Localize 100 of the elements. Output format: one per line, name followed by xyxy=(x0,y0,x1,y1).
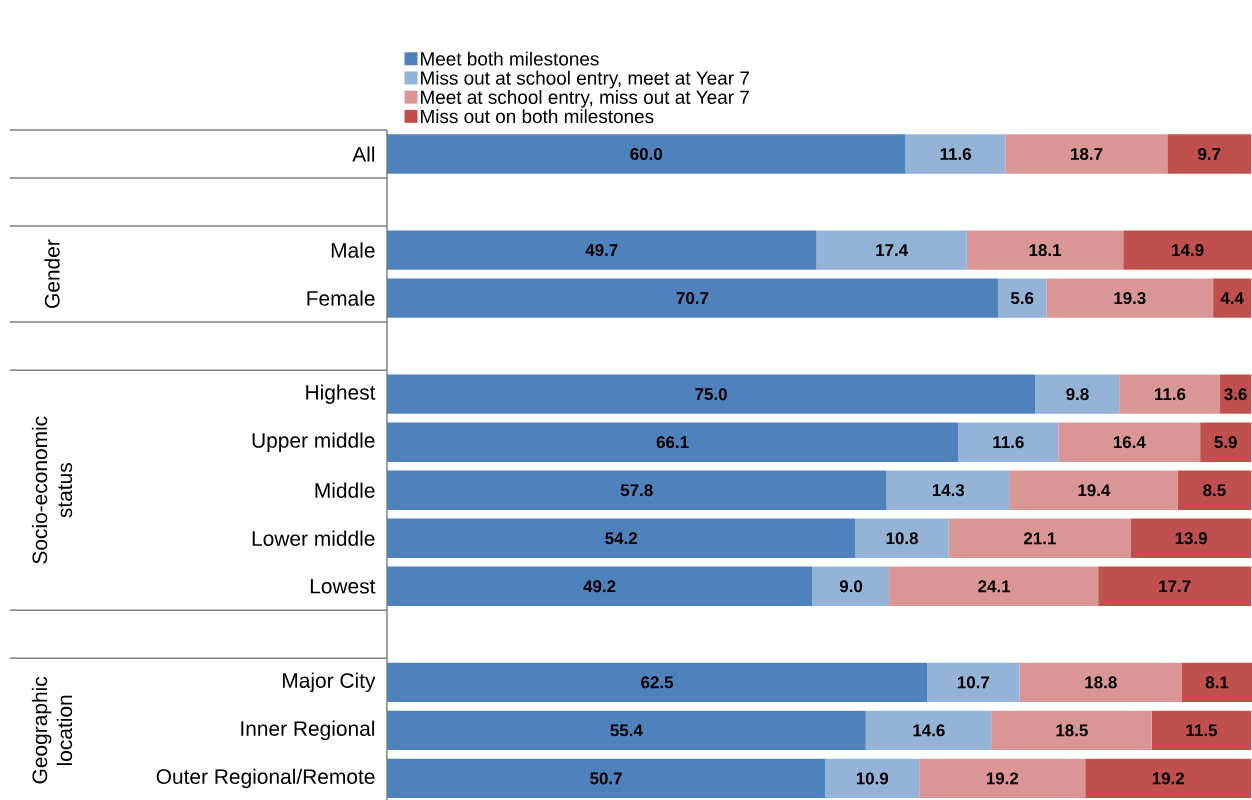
bar xyxy=(387,710,866,751)
bar xyxy=(387,566,813,606)
bar xyxy=(387,470,887,510)
bar xyxy=(387,374,1036,414)
bar xyxy=(825,758,920,799)
data-label: 60.0 xyxy=(630,148,663,161)
bar xyxy=(966,230,1124,270)
bar xyxy=(865,710,992,751)
text: Gender xyxy=(44,239,60,308)
data-label: 24.1 xyxy=(978,580,1011,593)
bar xyxy=(1046,278,1214,318)
bar xyxy=(1167,134,1252,174)
data-label: 11.6 xyxy=(940,148,972,161)
data-label: 3.6 xyxy=(1224,388,1247,401)
data-label: 14.3 xyxy=(932,484,965,497)
data-label: 49.2 xyxy=(583,580,616,593)
legend-label: Meet both milestones xyxy=(421,51,599,66)
bar xyxy=(387,230,817,270)
bar xyxy=(991,710,1152,751)
data-label: 19.4 xyxy=(1078,484,1111,497)
bar xyxy=(1220,374,1252,414)
data-label: 21.1 xyxy=(1023,532,1056,545)
y-tick-label: Inner Regional xyxy=(241,720,375,741)
data-label: 54.2 xyxy=(605,532,637,545)
bar xyxy=(1035,374,1120,414)
bar xyxy=(919,758,1086,799)
text: Geographic location xyxy=(31,676,73,784)
y-tick-label: Upper middle xyxy=(252,432,375,452)
bar xyxy=(816,230,967,270)
bar xyxy=(387,278,998,318)
bar xyxy=(812,566,890,606)
data-label: 17.4 xyxy=(876,244,909,256)
data-label: 18.1 xyxy=(1029,244,1062,257)
data-label: 11.6 xyxy=(993,436,1024,449)
data-label: 8.1 xyxy=(1205,676,1229,689)
bar xyxy=(1182,662,1252,703)
bar xyxy=(1085,758,1252,799)
data-label: 11.6 xyxy=(1154,388,1186,401)
bar xyxy=(387,518,856,558)
bar xyxy=(1119,374,1221,414)
bar xyxy=(927,662,1020,703)
bar xyxy=(1131,518,1252,558)
bar xyxy=(1058,422,1201,462)
data-label: 49.7 xyxy=(585,244,618,257)
data-label: 17.7 xyxy=(1159,580,1191,593)
text: Socio-economic status xyxy=(31,416,73,564)
data-label: 14.9 xyxy=(1172,244,1204,257)
bar xyxy=(1098,566,1252,606)
data-label: 10.7 xyxy=(957,676,990,689)
data-label: 11.5 xyxy=(1186,724,1218,737)
bar xyxy=(886,470,1011,510)
data-label: 10.8 xyxy=(886,532,918,545)
data-label: 18.5 xyxy=(1056,724,1088,737)
y-tick-label: Highest xyxy=(306,384,376,404)
bar xyxy=(1123,230,1252,270)
bar xyxy=(889,566,1099,606)
data-label: 18.8 xyxy=(1085,676,1117,689)
data-label: 75.0 xyxy=(695,388,727,401)
data-label: 66.1 xyxy=(656,436,689,449)
y-tick-label: Female xyxy=(307,290,375,306)
bar xyxy=(1213,278,1252,318)
data-label: 55.4 xyxy=(610,724,643,737)
y-tick-label: Lowest xyxy=(310,578,376,594)
bar xyxy=(1019,662,1183,703)
data-label: 14.6 xyxy=(913,724,945,737)
data-label: 10.9 xyxy=(856,772,889,785)
data-label: 13.9 xyxy=(1175,532,1207,545)
data-label: 19.2 xyxy=(1152,772,1184,785)
data-label: 9.8 xyxy=(1066,388,1089,401)
bar xyxy=(1151,710,1252,751)
bar xyxy=(387,134,906,174)
data-label: 5.9 xyxy=(1214,436,1237,449)
data-label: 8.5 xyxy=(1203,484,1226,497)
legend-label: Meet at school entry, miss out at Year 7 xyxy=(421,90,749,108)
bar xyxy=(1200,422,1252,462)
bar xyxy=(387,422,959,462)
data-label: 9.0 xyxy=(839,580,863,593)
bar xyxy=(1010,470,1178,510)
y-tick-label: All xyxy=(352,146,375,162)
data-label: 9.7 xyxy=(1198,148,1221,161)
bar xyxy=(997,278,1047,318)
y-tick-label: Male xyxy=(331,242,375,258)
bar xyxy=(387,662,928,703)
y-tick-label: Middle xyxy=(315,482,375,498)
data-label: 19.3 xyxy=(1114,292,1146,305)
bar xyxy=(958,422,1059,462)
legend-label: Miss out on both milestones xyxy=(421,109,654,124)
legend-label: Miss out at school entry, meet at Year 7 xyxy=(421,70,749,89)
data-label: 50.7 xyxy=(590,772,622,785)
data-label: 5.6 xyxy=(1010,292,1034,305)
bar xyxy=(855,518,949,558)
bar xyxy=(387,758,826,799)
data-label: 57.8 xyxy=(620,484,653,497)
data-label: 18.7 xyxy=(1071,148,1103,161)
data-label: 19.2 xyxy=(986,772,1019,785)
bar xyxy=(1177,470,1252,510)
y-tick-label: Outer Regional/Remote xyxy=(156,768,375,789)
bar xyxy=(1005,134,1168,174)
data-label: 70.7 xyxy=(676,292,709,305)
data-label: 62.5 xyxy=(641,676,674,689)
